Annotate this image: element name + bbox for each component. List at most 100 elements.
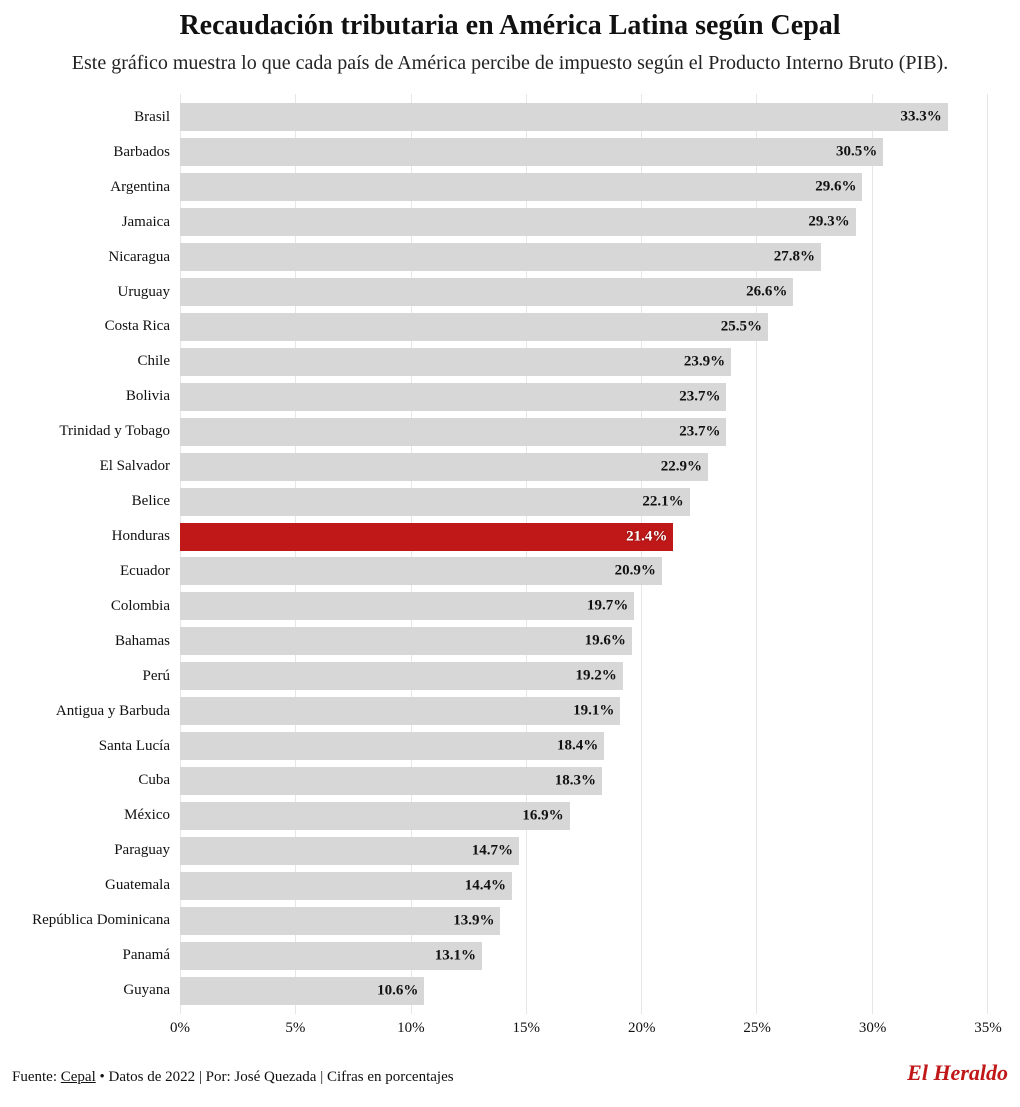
bar-row: Costa Rica25.5% xyxy=(180,313,987,341)
bar-row: Guatemala14.4% xyxy=(180,872,987,900)
bar-value: 27.8% xyxy=(774,249,815,266)
bar-label: Trinidad y Tobago xyxy=(59,423,180,440)
bar: 23.7% xyxy=(180,418,726,446)
bar-value: 19.6% xyxy=(585,633,626,650)
gridline xyxy=(987,94,988,1014)
bar: 33.3% xyxy=(180,103,948,131)
bar-label: Colombia xyxy=(111,598,180,615)
bar-label: Bahamas xyxy=(115,633,180,650)
bar-row: Ecuador20.9% xyxy=(180,557,987,585)
xaxis-tick: 25% xyxy=(743,1020,771,1037)
bar: 29.6% xyxy=(180,173,862,201)
bar: 19.2% xyxy=(180,662,623,690)
bar: 22.9% xyxy=(180,453,708,481)
bar: 13.1% xyxy=(180,942,482,970)
bar: 27.8% xyxy=(180,243,821,271)
publisher-logo: El Heraldo xyxy=(907,1060,1008,1086)
chart-plot: Brasil33.3%Barbados30.5%Argentina29.6%Ja… xyxy=(180,94,988,1014)
bar-value: 30.5% xyxy=(836,144,877,161)
bar-row: Cuba18.3% xyxy=(180,767,987,795)
bar-value: 25.5% xyxy=(721,318,762,335)
bar: 19.7% xyxy=(180,592,634,620)
bar-row: Colombia19.7% xyxy=(180,592,987,620)
chart-subtitle: Este gráfico muestra lo que cada país de… xyxy=(20,50,1000,76)
bar-value: 29.6% xyxy=(815,179,856,196)
bar-value: 18.3% xyxy=(555,772,596,789)
bar-label: Honduras xyxy=(112,528,180,545)
bar: 23.9% xyxy=(180,348,731,376)
bar-row: Chile23.9% xyxy=(180,348,987,376)
bar-value: 19.2% xyxy=(575,668,616,685)
bar-value: 13.9% xyxy=(453,912,494,929)
bar-label: Nicaragua xyxy=(108,249,180,266)
chart-rows: Brasil33.3%Barbados30.5%Argentina29.6%Ja… xyxy=(180,94,987,1014)
bar: 13.9% xyxy=(180,907,500,935)
bar-row: Belice22.1% xyxy=(180,488,987,516)
bar-row: Nicaragua27.8% xyxy=(180,243,987,271)
xaxis-tick: 20% xyxy=(628,1020,656,1037)
bar-value: 14.4% xyxy=(465,877,506,894)
bar-label: Perú xyxy=(143,668,181,685)
bar-row: Argentina29.6% xyxy=(180,173,987,201)
bar-label: República Dominicana xyxy=(32,912,180,929)
bar-value: 23.7% xyxy=(679,388,720,405)
chart-title: Recaudación tributaria en América Latina… xyxy=(10,10,1010,42)
footer-source: Fuente: Cepal • Datos de 2022 | Por: Jos… xyxy=(12,1069,454,1086)
bar-value: 22.1% xyxy=(642,493,683,510)
bar: 25.5% xyxy=(180,313,768,341)
bar-value: 26.6% xyxy=(746,284,787,301)
bar-label: El Salvador xyxy=(100,458,180,475)
bar-value: 18.4% xyxy=(557,738,598,755)
bar: 30.5% xyxy=(180,138,883,166)
bar: 22.1% xyxy=(180,488,690,516)
bar: 23.7% xyxy=(180,383,726,411)
bar-value: 13.1% xyxy=(435,947,476,964)
bar-label: Santa Lucía xyxy=(99,738,180,755)
chart-container: Brasil33.3%Barbados30.5%Argentina29.6%Ja… xyxy=(20,94,1000,1042)
bar: 29.3% xyxy=(180,208,856,236)
bar-row: Trinidad y Tobago23.7% xyxy=(180,418,987,446)
bar-label: Brasil xyxy=(134,109,180,126)
bar: 10.6% xyxy=(180,977,424,1005)
chart-xaxis: 0%5%10%15%20%25%30%35% xyxy=(180,1014,988,1042)
bar-value: 21.4% xyxy=(626,528,667,545)
bar-row: Bolivia23.7% xyxy=(180,383,987,411)
bar-row: Santa Lucía18.4% xyxy=(180,732,987,760)
chart-footer: Fuente: Cepal • Datos de 2022 | Por: Jos… xyxy=(12,1060,1008,1086)
bar: 18.4% xyxy=(180,732,604,760)
bar-value: 23.9% xyxy=(684,353,725,370)
bar-row: Perú19.2% xyxy=(180,662,987,690)
bar-label: Costa Rica xyxy=(105,318,180,335)
bar-row: El Salvador22.9% xyxy=(180,453,987,481)
bar-row: Antigua y Barbuda19.1% xyxy=(180,697,987,725)
bar-label: Uruguay xyxy=(118,284,181,301)
bar-label: Guyana xyxy=(123,982,180,999)
bar-label: Panamá xyxy=(123,947,180,964)
xaxis-tick: 10% xyxy=(397,1020,425,1037)
xaxis-tick: 0% xyxy=(170,1020,190,1037)
footer-source-link[interactable]: Cepal xyxy=(61,1069,96,1085)
xaxis-tick: 35% xyxy=(974,1020,1002,1037)
bar-label: Paraguay xyxy=(114,842,180,859)
bar-row: Guyana10.6% xyxy=(180,977,987,1005)
bar-label: Argentina xyxy=(110,179,180,196)
bar-label: Barbados xyxy=(113,144,180,161)
bar-label: México xyxy=(124,807,180,824)
bar-row: Jamaica29.3% xyxy=(180,208,987,236)
xaxis-tick: 15% xyxy=(513,1020,541,1037)
bar-value: 33.3% xyxy=(901,109,942,126)
bar-label: Jamaica xyxy=(122,214,180,231)
bar-label: Cuba xyxy=(138,772,180,789)
bar-row: Panamá13.1% xyxy=(180,942,987,970)
bar-value: 19.1% xyxy=(573,703,614,720)
footer-suffix: • Datos de 2022 | Por: José Quezada | Ci… xyxy=(96,1069,454,1085)
bar-row: Honduras21.4% xyxy=(180,523,987,551)
bar: 14.7% xyxy=(180,837,519,865)
bar-row: México16.9% xyxy=(180,802,987,830)
bar-highlight: 21.4% xyxy=(180,523,673,551)
xaxis-tick: 30% xyxy=(859,1020,887,1037)
bar: 14.4% xyxy=(180,872,512,900)
bar-label: Antigua y Barbuda xyxy=(56,703,180,720)
bar-row: Paraguay14.7% xyxy=(180,837,987,865)
bar-row: Uruguay26.6% xyxy=(180,278,987,306)
